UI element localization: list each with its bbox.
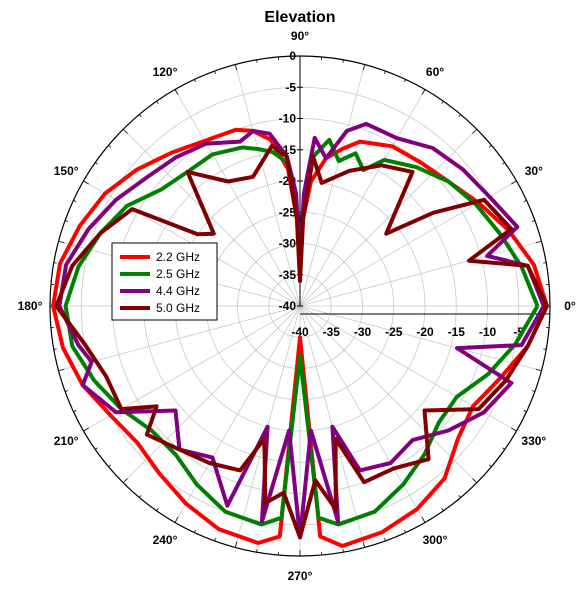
- angle-tick-label: 60°: [426, 65, 444, 79]
- angle-tick-label: 30°: [525, 164, 543, 178]
- radial-tick-label: -15: [448, 325, 466, 339]
- angle-tick-mark: [458, 494, 462, 498]
- angle-tick-mark: [58, 368, 65, 372]
- angle-tick-label: 270°: [288, 569, 313, 583]
- angle-tick-mark: [421, 517, 426, 523]
- radial-tick-label: -5: [513, 325, 524, 339]
- angle-tick-mark: [214, 70, 216, 75]
- angle-tick-mark: [523, 410, 527, 413]
- angle-tick-mark: [64, 220, 69, 222]
- angle-tick-mark: [83, 427, 89, 432]
- angle-tick-mark: [214, 537, 216, 542]
- angle-tick-mark: [488, 144, 492, 148]
- angle-tick-label: 330°: [521, 434, 546, 448]
- angle-tick-label: 120°: [153, 65, 178, 79]
- angle-tick-mark: [342, 549, 344, 553]
- angle-tick-mark: [362, 541, 366, 548]
- angle-tick-mark: [404, 529, 407, 533]
- angle-tick-mark: [138, 114, 142, 118]
- angle-tick-mark: [234, 64, 238, 71]
- legend-label: 5.0 GHz: [156, 301, 200, 315]
- angle-tick-mark: [404, 79, 407, 83]
- angle-tick-mark: [502, 447, 506, 450]
- angle-tick-mark: [441, 100, 444, 104]
- angle-tick-label: 90°: [291, 29, 309, 43]
- angle-tick-mark: [472, 478, 478, 484]
- angle-tick-mark: [193, 79, 196, 83]
- radial-tick-label: 0: [289, 49, 296, 63]
- angle-tick-mark: [488, 464, 492, 468]
- angle-tick-mark: [362, 64, 366, 71]
- angle-tick-mark: [94, 162, 98, 165]
- angle-tick-mark: [535, 240, 542, 244]
- angle-tick-mark: [523, 199, 527, 202]
- angle-tick-mark: [53, 262, 57, 264]
- angle-tick-mark: [511, 180, 517, 185]
- angle-tick-mark: [108, 144, 112, 148]
- angle-tick-mark: [122, 478, 128, 484]
- legend-label: 4.4 GHz: [156, 284, 200, 298]
- angle-tick-mark: [543, 262, 547, 264]
- angle-tick-mark: [543, 348, 547, 350]
- radial-tick-label: -25: [385, 325, 403, 339]
- angle-tick-mark: [53, 348, 57, 350]
- radial-tick-label: -20: [416, 325, 434, 339]
- angle-tick-mark: [156, 508, 159, 512]
- radial-tick-label: -5: [285, 80, 296, 94]
- angle-tick-mark: [458, 114, 462, 118]
- angle-tick-mark: [156, 100, 159, 104]
- angle-tick-mark: [384, 70, 386, 75]
- legend-label: 2.5 GHz: [156, 267, 200, 281]
- angle-tick-mark: [384, 537, 386, 542]
- angle-tick-label: 0°: [564, 299, 576, 313]
- angle-tick-mark: [73, 410, 77, 413]
- angle-tick-mark: [94, 447, 98, 450]
- radial-tick-label: -40: [279, 299, 297, 313]
- angle-tick-mark: [193, 529, 196, 533]
- angle-tick-mark: [421, 89, 426, 95]
- radial-tick-label: -35: [323, 325, 341, 339]
- angle-tick-mark: [174, 517, 179, 523]
- angle-tick-label: 150°: [54, 164, 79, 178]
- angle-tick-mark: [174, 89, 179, 95]
- angle-tick-label: 210°: [54, 434, 79, 448]
- angle-tick-mark: [83, 180, 89, 185]
- radial-tick-label: -30: [354, 325, 372, 339]
- angle-tick-label: 180°: [18, 299, 43, 313]
- angle-tick-label: 300°: [423, 533, 448, 547]
- angle-tick-mark: [511, 427, 517, 432]
- legend: 2.2 GHz 2.5 GHz 4.4 GHz 5.0 GHz: [111, 242, 218, 321]
- radial-tick-label: -40: [291, 325, 309, 339]
- angle-tick-mark: [73, 199, 77, 202]
- angle-tick-mark: [502, 162, 506, 165]
- radial-tick-label: -30: [279, 237, 297, 251]
- angle-tick-mark: [535, 368, 542, 372]
- angle-tick-mark: [531, 220, 536, 222]
- angle-tick-mark: [122, 128, 128, 134]
- angle-tick-mark: [342, 59, 344, 63]
- chart-title: Elevation: [264, 9, 335, 26]
- legend-label: 2.2 GHz: [156, 250, 200, 264]
- series-line: [63, 137, 540, 527]
- angle-tick-mark: [64, 390, 69, 392]
- angle-tick-mark: [58, 240, 65, 244]
- angular-tick-labels: 0° 30° 60° 90° 120° 150° 180° 210° 240° 270° 300° 3…: [18, 29, 576, 583]
- series-lines: [51, 121, 549, 548]
- radial-tick-label: -25: [279, 205, 297, 219]
- angle-tick-label: 240°: [153, 533, 178, 547]
- angle-tick-mark: [256, 59, 258, 63]
- angle-tick-mark: [234, 541, 238, 548]
- angle-tick-mark: [256, 549, 258, 553]
- radial-tick-label: -35: [279, 268, 297, 282]
- angle-tick-mark: [441, 508, 444, 512]
- angle-tick-mark: [138, 494, 142, 498]
- angle-tick-mark: [531, 390, 536, 392]
- radial-tick-label: -10: [279, 112, 297, 126]
- angle-tick-mark: [472, 128, 478, 134]
- series-line: [54, 144, 549, 540]
- radial-tick-label: -10: [479, 325, 497, 339]
- series-line: [51, 127, 549, 548]
- angle-tick-mark: [108, 464, 112, 468]
